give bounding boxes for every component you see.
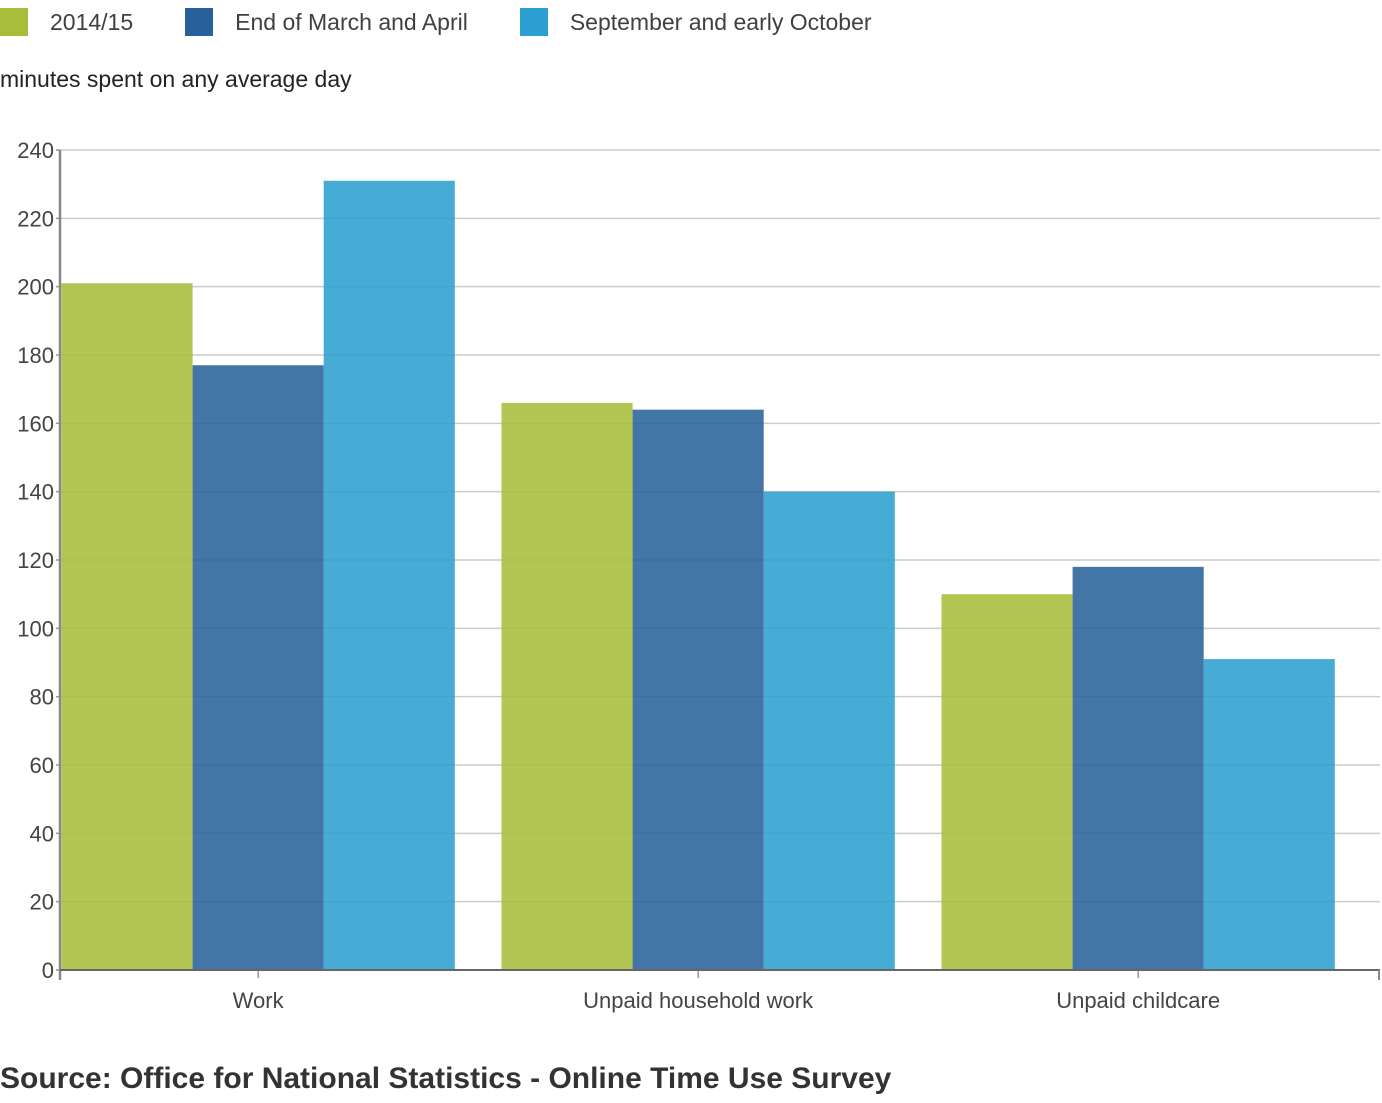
y-tick-label: 200 xyxy=(17,275,54,300)
y-tick-label: 60 xyxy=(30,753,54,778)
legend-swatch xyxy=(519,8,548,36)
chart-legend: 2014/15 End of March and April September… xyxy=(0,6,924,38)
bar xyxy=(323,180,455,970)
bar xyxy=(61,283,193,970)
legend-item-2014-15: 2014/15 xyxy=(0,8,133,36)
bar xyxy=(192,365,324,970)
y-tick-label: 240 xyxy=(17,138,54,163)
legend-label: End of March and April xyxy=(235,8,468,35)
x-tick-label: Unpaid childcare xyxy=(1056,988,1220,1013)
y-tick-label: 180 xyxy=(17,343,54,368)
x-tick-label: Work xyxy=(233,988,285,1013)
bar xyxy=(763,491,895,970)
legend-swatch xyxy=(0,8,28,36)
y-tick-label: 160 xyxy=(17,411,54,436)
y-tick-label: 100 xyxy=(17,616,54,641)
legend-label: September and early October xyxy=(569,8,872,35)
bar xyxy=(1072,566,1204,970)
legend-label: 2014/15 xyxy=(50,8,134,35)
bar xyxy=(941,594,1073,970)
bar-chart: 0 20 40 60 80 100 120 140 160 180 200 220 240 Work Unp… xyxy=(17,138,1380,1013)
y-tick-label: 40 xyxy=(30,821,54,846)
bar xyxy=(632,409,764,971)
legend-swatch xyxy=(185,8,214,36)
x-tick-label: Unpaid household work xyxy=(583,988,814,1013)
y-tick-label: 140 xyxy=(17,480,54,505)
y-axis-units-label: minutes spent on any average day xyxy=(0,66,352,92)
y-tick-label: 20 xyxy=(30,890,54,915)
bar xyxy=(501,402,633,970)
bar xyxy=(1203,659,1335,970)
y-tick-label: 80 xyxy=(30,685,54,710)
y-tick-label: 0 xyxy=(42,958,54,983)
legend-item-march-april: End of March and April xyxy=(185,8,468,36)
y-tick-label: 120 xyxy=(17,548,54,573)
legend-item-september-october: September and early October xyxy=(519,8,872,36)
source-note: Source: Office for National Statistics -… xyxy=(0,1062,892,1095)
y-tick-label: 220 xyxy=(17,206,54,231)
